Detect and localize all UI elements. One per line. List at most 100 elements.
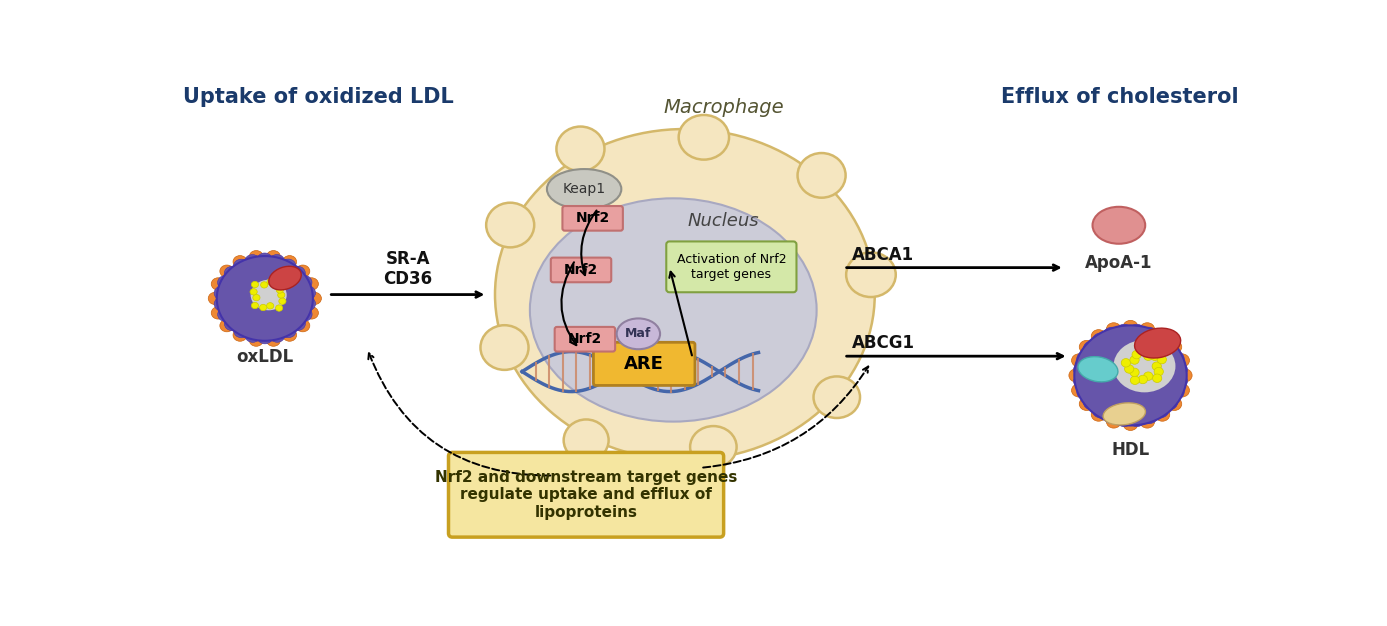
Ellipse shape [1157,356,1166,364]
Ellipse shape [1093,207,1146,244]
Ellipse shape [1154,367,1164,376]
Ellipse shape [1178,369,1191,382]
Ellipse shape [1123,321,1137,334]
Text: Nucleus: Nucleus [688,212,760,230]
Ellipse shape [1092,330,1105,342]
FancyBboxPatch shape [448,453,724,537]
Ellipse shape [251,302,258,309]
Ellipse shape [1093,403,1110,418]
Ellipse shape [678,115,730,160]
Ellipse shape [1114,340,1175,393]
Ellipse shape [211,307,225,319]
Ellipse shape [1130,356,1139,364]
Ellipse shape [283,255,297,268]
Ellipse shape [276,279,283,285]
FancyBboxPatch shape [594,342,695,386]
Ellipse shape [225,266,240,280]
Ellipse shape [1166,351,1184,366]
Ellipse shape [1166,398,1182,411]
Ellipse shape [480,326,528,370]
Ellipse shape [1144,372,1153,381]
Text: Macrophage: Macrophage [663,98,784,117]
Ellipse shape [257,253,272,267]
Ellipse shape [1107,415,1121,428]
Ellipse shape [283,329,297,341]
Text: Nrf2: Nrf2 [576,212,610,225]
Ellipse shape [221,319,234,332]
Ellipse shape [1125,365,1133,373]
Ellipse shape [1171,374,1187,389]
Ellipse shape [1161,394,1178,410]
Ellipse shape [1150,352,1160,361]
Ellipse shape [691,426,736,468]
Text: ABCG1: ABCG1 [852,334,914,352]
Ellipse shape [1076,351,1094,366]
Ellipse shape [1092,333,1110,348]
Text: ABCA1: ABCA1 [852,246,914,264]
Ellipse shape [276,287,283,293]
Ellipse shape [290,266,305,280]
Ellipse shape [1076,384,1094,400]
Ellipse shape [617,319,660,349]
Ellipse shape [1166,341,1182,354]
Ellipse shape [1074,362,1090,377]
Ellipse shape [1072,354,1086,367]
Ellipse shape [1155,330,1169,342]
Ellipse shape [1151,403,1169,418]
Ellipse shape [1074,374,1090,389]
Ellipse shape [297,275,312,289]
Ellipse shape [280,259,295,273]
Ellipse shape [259,304,266,310]
Ellipse shape [1107,323,1121,336]
Ellipse shape [266,334,280,346]
Ellipse shape [250,334,264,346]
Ellipse shape [211,278,225,290]
FancyBboxPatch shape [562,206,623,230]
Text: SR-A
CD36: SR-A CD36 [383,250,433,289]
Ellipse shape [269,255,284,269]
Text: Keap1: Keap1 [563,182,606,196]
Ellipse shape [1083,341,1100,356]
Ellipse shape [1079,341,1094,354]
Ellipse shape [1137,346,1147,354]
Ellipse shape [297,307,312,321]
Ellipse shape [1121,359,1130,367]
Ellipse shape [1123,418,1137,431]
Ellipse shape [1130,376,1140,384]
Ellipse shape [563,419,609,461]
Ellipse shape [1161,341,1178,356]
Ellipse shape [1166,384,1184,400]
Ellipse shape [1144,352,1153,361]
Ellipse shape [269,329,284,342]
Ellipse shape [305,278,319,290]
Ellipse shape [245,329,261,342]
Ellipse shape [233,329,247,341]
Ellipse shape [1092,408,1105,421]
Ellipse shape [1175,384,1190,397]
Ellipse shape [305,307,319,319]
Ellipse shape [257,330,273,344]
Ellipse shape [1079,398,1094,411]
Ellipse shape [1171,362,1187,377]
Ellipse shape [1103,327,1121,342]
Ellipse shape [1140,415,1154,428]
Text: Maf: Maf [626,327,652,341]
FancyBboxPatch shape [555,327,614,352]
Ellipse shape [216,256,313,341]
Ellipse shape [1175,354,1190,367]
Ellipse shape [269,266,301,290]
Ellipse shape [233,255,247,268]
Ellipse shape [280,324,297,337]
Ellipse shape [251,280,287,310]
Text: ApoA-1: ApoA-1 [1085,254,1153,272]
Ellipse shape [1129,411,1146,427]
Ellipse shape [266,279,275,285]
Ellipse shape [1115,324,1133,340]
Ellipse shape [214,297,230,311]
Ellipse shape [1139,375,1147,384]
Text: Nrf2: Nrf2 [565,263,598,277]
Ellipse shape [266,302,273,309]
Ellipse shape [814,376,860,418]
Ellipse shape [266,250,280,263]
Text: Efflux of cholesterol: Efflux of cholesterol [1001,86,1239,106]
